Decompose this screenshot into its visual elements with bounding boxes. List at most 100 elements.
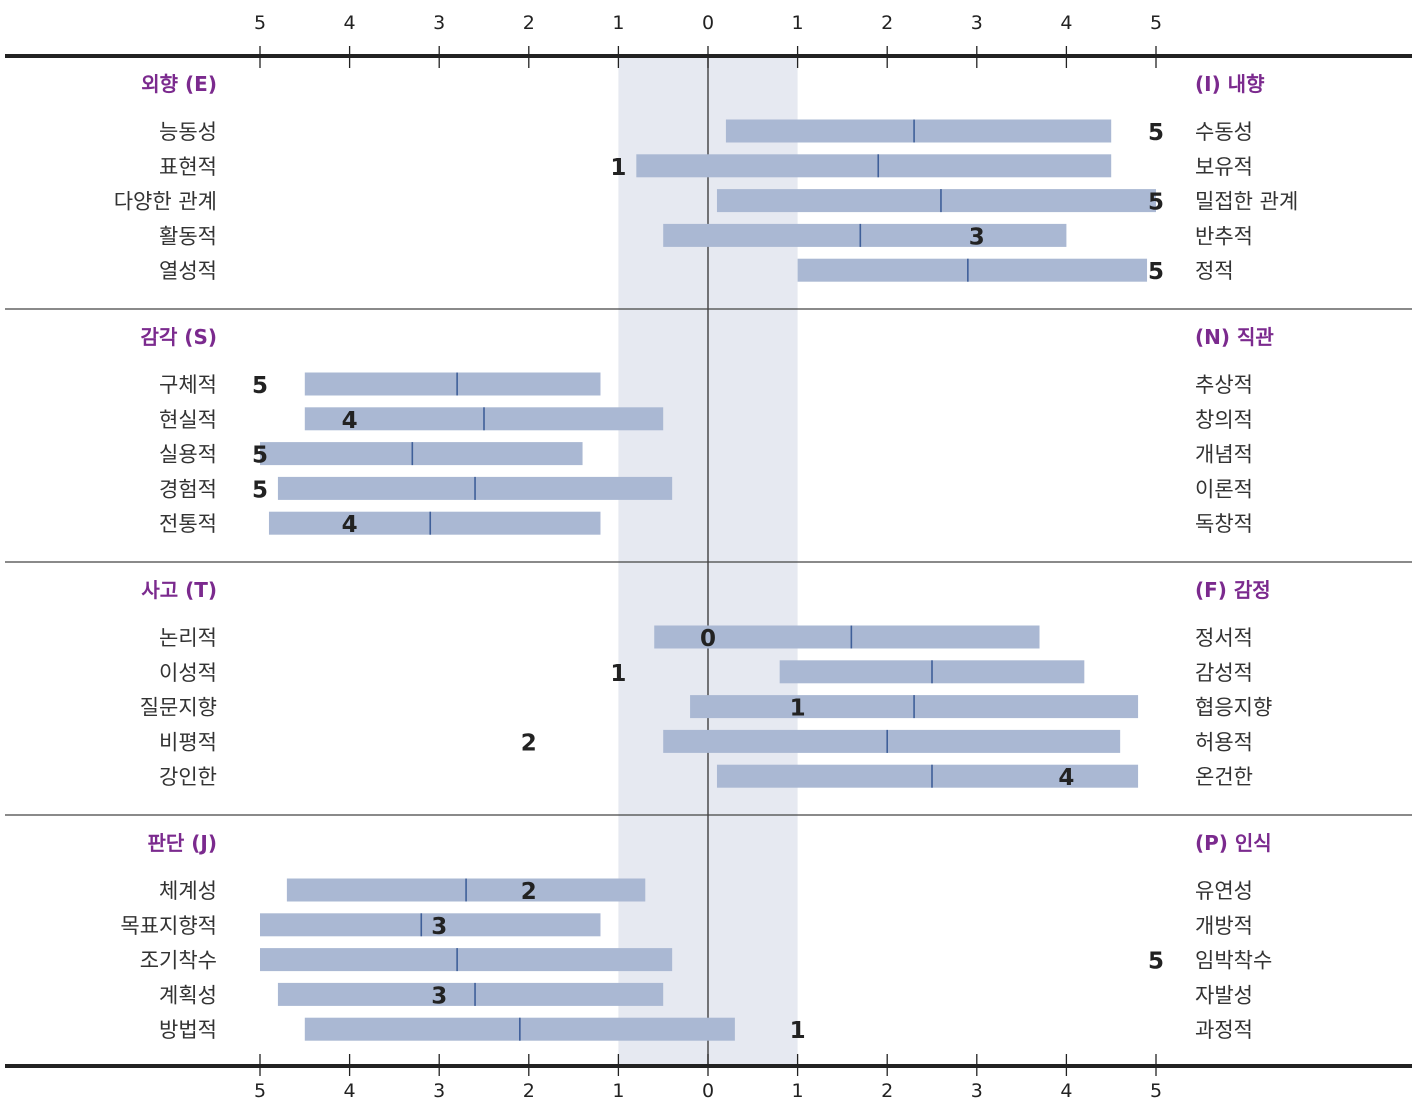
trait-row: 비평적 허용적 2 xyxy=(159,729,1253,756)
trait-row: 전통적 독창적 4 xyxy=(159,511,1253,538)
score-label: 3 xyxy=(969,224,985,250)
trait-row: 능동성 수동성 5 xyxy=(159,119,1253,146)
trait-row: 방법적 과정적 1 xyxy=(159,1017,1253,1044)
left-pole-label: 다양한 관계 xyxy=(114,190,217,214)
right-pole-label: 개방적 xyxy=(1195,914,1253,938)
section-right-title: (P) 인식 xyxy=(1195,831,1272,855)
trait-row: 이성적 감성적 1 xyxy=(159,660,1253,687)
top-tick-label: 3 xyxy=(971,12,983,34)
bottom-tick-label: 3 xyxy=(433,1080,445,1100)
score-label: 5 xyxy=(252,477,268,503)
axis-layer: 5 5 4 4 3 3 2 2 1 1 0 0 1 1 2 2 3 3 4 4 5 5 xyxy=(5,12,1412,1100)
left-pole-label: 열성적 xyxy=(159,259,217,283)
right-pole-label: 과정적 xyxy=(1195,1018,1253,1042)
score-label: 1 xyxy=(610,155,626,181)
trait-row: 열성적 정적 5 xyxy=(159,258,1234,285)
range-bar xyxy=(663,729,1121,753)
top-tick-label: 4 xyxy=(1060,12,1072,34)
right-pole-label: 추상적 xyxy=(1195,373,1253,397)
trait-row: 활동적 반추적 3 xyxy=(159,223,1253,250)
left-pole-label: 능동성 xyxy=(159,120,217,144)
left-pole-label: 강인한 xyxy=(159,765,217,789)
section-right-title: (I) 내향 xyxy=(1195,72,1265,96)
score-label: 0 xyxy=(700,626,716,652)
left-pole-label: 목표지향적 xyxy=(120,914,217,938)
right-pole-label: 온건한 xyxy=(1195,765,1253,789)
score-label: 2 xyxy=(521,879,537,905)
trait-row: 구체적 추상적 5 xyxy=(159,372,1253,399)
right-pole-label: 협응지향 xyxy=(1195,696,1272,720)
left-pole-label: 현실적 xyxy=(159,408,217,432)
trait-row: 현실적 창의적 4 xyxy=(159,407,1253,434)
score-label: 1 xyxy=(610,661,626,687)
right-pole-label: 감성적 xyxy=(1195,661,1253,685)
bottom-tick-label: 4 xyxy=(344,1080,356,1100)
range-bar xyxy=(654,625,1040,649)
right-pole-label: 개념적 xyxy=(1195,443,1253,467)
score-label: 5 xyxy=(252,373,268,399)
trait-row: 실용적 개념적 5 xyxy=(159,442,1253,469)
section-left-title: 판단 (J) xyxy=(148,831,218,855)
trait-row: 체계성 유연성 2 xyxy=(159,878,1253,905)
range-bar xyxy=(716,764,1139,788)
score-label: 4 xyxy=(342,408,358,434)
section-left-title: 외향 (E) xyxy=(141,72,217,96)
range-bar xyxy=(725,119,1112,143)
bottom-tick-label: 0 xyxy=(702,1080,714,1100)
right-pole-label: 창의적 xyxy=(1195,408,1253,432)
trait-row: 강인한 온건한 4 xyxy=(159,764,1253,791)
trait-row: 조기착수 임박착수 5 xyxy=(140,948,1272,975)
right-pole-label: 유연성 xyxy=(1195,879,1253,903)
right-pole-label: 임박착수 xyxy=(1195,949,1272,973)
top-tick-label: 0 xyxy=(702,12,714,34)
right-pole-label: 수동성 xyxy=(1195,120,1253,144)
right-pole-label: 보유적 xyxy=(1195,155,1253,179)
top-tick-label: 5 xyxy=(254,12,266,34)
left-pole-label: 구체적 xyxy=(159,373,217,397)
range-bar xyxy=(260,913,601,937)
trait-row: 다양한 관계 밀접한 관계 5 xyxy=(114,189,1298,216)
top-tick-label: 5 xyxy=(1150,12,1162,34)
score-label: 4 xyxy=(342,512,358,538)
left-pole-label: 계획성 xyxy=(159,983,217,1007)
range-bar xyxy=(268,511,601,535)
left-pole-label: 조기착수 xyxy=(140,949,217,973)
section-right-title: (N) 직관 xyxy=(1195,325,1274,349)
left-pole-label: 비평적 xyxy=(159,730,217,754)
trait-row: 목표지향적 개방적 3 xyxy=(120,913,1253,940)
right-pole-label: 반추적 xyxy=(1195,224,1253,248)
score-label: 4 xyxy=(1058,765,1074,791)
left-pole-label: 이성적 xyxy=(159,661,217,685)
trait-row: 경험적 이론적 5 xyxy=(159,476,1253,503)
score-label: 5 xyxy=(1148,949,1164,975)
left-pole-label: 실용적 xyxy=(159,443,217,467)
right-pole-label: 이론적 xyxy=(1195,477,1253,501)
trait-row: 논리적 정서적 0 xyxy=(159,625,1253,652)
trait-row: 표현적 보유적 1 xyxy=(159,154,1253,181)
bottom-tick-label: 5 xyxy=(1150,1080,1162,1100)
bottom-tick-label: 5 xyxy=(254,1080,266,1100)
left-pole-label: 논리적 xyxy=(159,626,217,650)
bottom-tick-label: 1 xyxy=(612,1080,624,1100)
range-bar xyxy=(260,442,583,466)
score-label: 1 xyxy=(790,696,806,722)
bottom-tick-label: 2 xyxy=(523,1080,535,1100)
bottom-tick-label: 1 xyxy=(792,1080,804,1100)
right-pole-label: 자발성 xyxy=(1195,983,1253,1007)
score-label: 2 xyxy=(521,730,537,756)
score-label: 1 xyxy=(790,1018,806,1044)
bottom-tick-label: 2 xyxy=(881,1080,893,1100)
range-bar xyxy=(304,372,601,396)
top-tick-label: 1 xyxy=(792,12,804,34)
section-left-title: 감각 (S) xyxy=(141,325,217,349)
left-pole-label: 경험적 xyxy=(159,477,217,501)
right-pole-label: 정적 xyxy=(1195,259,1234,283)
left-pole-label: 체계성 xyxy=(159,879,217,903)
left-pole-label: 활동적 xyxy=(159,224,217,248)
trait-row: 질문지향 협응지향 1 xyxy=(140,695,1272,722)
trait-row: 계획성 자발성 3 xyxy=(159,982,1253,1009)
